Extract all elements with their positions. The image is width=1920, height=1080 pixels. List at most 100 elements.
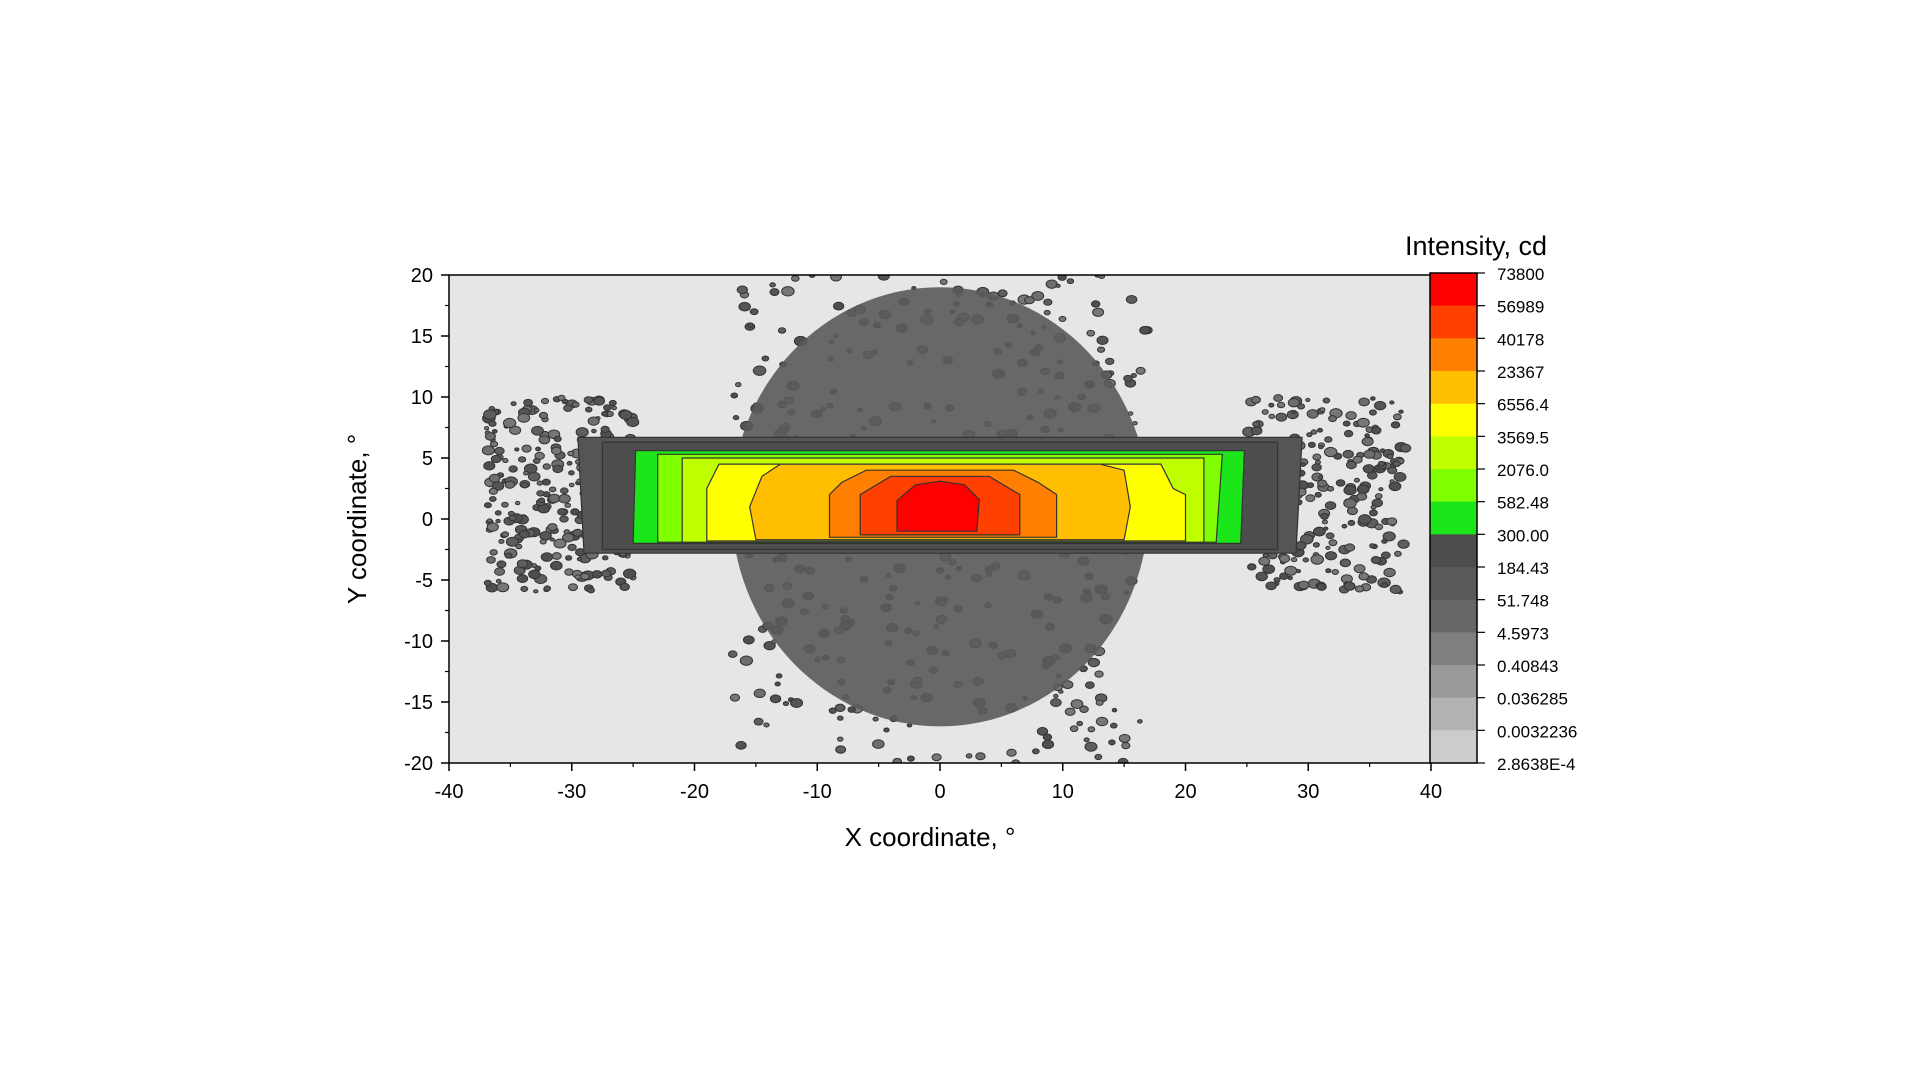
noise-blob: [561, 398, 569, 405]
noise-blob: [1097, 346, 1106, 353]
noise-blob: [975, 752, 986, 761]
noise-blob: [489, 549, 498, 556]
noise-blob: [761, 355, 770, 362]
noise-blob: [782, 701, 790, 707]
noise-blob: [1343, 581, 1356, 591]
noise-blob: [557, 508, 567, 516]
noise-blob: [483, 502, 492, 509]
noise-blob: [775, 673, 783, 679]
noise-blob: [520, 585, 529, 593]
noise-blob: [502, 417, 517, 429]
noise-blob: [1335, 479, 1346, 487]
colorbar-level-label: 0.0032236: [1497, 722, 1577, 741]
noise-blob: [769, 288, 780, 296]
noise-blob: [558, 493, 571, 504]
noise-blob: [1298, 580, 1310, 590]
noise-blob: [550, 560, 563, 571]
noise-blob: [1320, 512, 1329, 520]
noise-blob: [834, 703, 846, 713]
x-axis: -40 -30 -20 -10 0 10 20 30 40: [435, 763, 1442, 803]
noise-blob: [1255, 571, 1268, 582]
noise-blob: [1313, 526, 1326, 537]
noise-blob: [551, 552, 562, 560]
noise-blob: [1339, 558, 1351, 568]
colorbar: 73800 56989 40178 23367 6556.4 3569.5 2076.0 58…: [1430, 265, 1577, 774]
noise-blob: [626, 417, 640, 428]
noise-blob: [505, 536, 519, 547]
x-tick-label: 0: [934, 781, 945, 803]
noise-blob: [835, 745, 847, 754]
y-tick-label: -10: [404, 631, 433, 653]
noise-blob: [1287, 398, 1300, 408]
noise-blob: [872, 739, 885, 749]
colorbar-band: [1430, 501, 1477, 535]
noise-blob: [494, 567, 506, 576]
noise-blob: [1092, 307, 1105, 317]
noise-blob: [533, 589, 539, 594]
y-axis-label: Y coordinate, °: [342, 434, 372, 604]
noise-blob: [486, 518, 493, 523]
noise-blob: [494, 510, 502, 516]
noise-blob: [1058, 315, 1067, 322]
x-tick-label: 30: [1297, 781, 1319, 803]
noise-blob: [727, 650, 738, 658]
noise-blob: [1366, 471, 1378, 480]
noise-blob: [488, 496, 497, 502]
noise-blob: [1312, 453, 1322, 461]
colorbar-band: [1430, 371, 1477, 405]
noise-blob: [495, 518, 501, 524]
colorbar-band: [1430, 403, 1477, 437]
noise-blob: [1123, 374, 1133, 383]
noise-blob: [735, 741, 747, 750]
noise-blob: [1364, 433, 1370, 438]
noise-blob: [1250, 395, 1262, 404]
colorbar-band: [1430, 469, 1477, 503]
noise-blob: [1135, 366, 1146, 375]
noise-blob: [1343, 485, 1357, 496]
noise-blob: [763, 722, 770, 728]
noise-blob: [1064, 707, 1076, 716]
noise-blob: [491, 429, 498, 434]
noise-blob: [1139, 325, 1151, 335]
colorbar-band: [1430, 567, 1477, 601]
noise-blob: [1031, 291, 1045, 301]
noise-blob: [1345, 460, 1357, 470]
noise-blob: [1098, 275, 1106, 280]
noise-blob: [619, 409, 633, 420]
noise-blob: [1344, 543, 1356, 552]
noise-blob: [1055, 283, 1061, 288]
noise-blob: [1137, 719, 1143, 724]
contour-red-peak: [896, 480, 980, 532]
noise-blob: [1374, 493, 1383, 500]
noise-blob: [832, 301, 845, 311]
noise-blob: [1252, 421, 1261, 428]
y-tick-label: 5: [422, 448, 433, 470]
noise-blob: [1132, 421, 1138, 426]
noise-blob: [1117, 757, 1129, 763]
noise-blob: [1358, 572, 1370, 581]
noise-blob: [1343, 498, 1357, 509]
noise-blob: [1314, 491, 1322, 498]
y-tick-label: 20: [411, 265, 433, 287]
noise-blob: [490, 454, 502, 464]
noise-blob: [847, 706, 856, 713]
noise-blob: [496, 582, 510, 593]
noise-blob: [734, 382, 742, 388]
noise-blob: [531, 425, 544, 436]
noise-blob: [1070, 699, 1084, 709]
noise-blob: [738, 301, 751, 312]
noise-blob: [568, 482, 575, 488]
noise-blob: [1390, 421, 1401, 429]
noise-blob: [1006, 748, 1017, 757]
noise-blob: [483, 409, 497, 420]
noise-blob: [508, 465, 518, 473]
colorbar-band: [1430, 338, 1477, 372]
noise-blob: [1353, 564, 1366, 574]
noise-blob: [1317, 475, 1324, 480]
colorbar-level-label: 3569.5: [1497, 428, 1549, 447]
noise-blob: [549, 537, 555, 542]
noise-blob: [1398, 409, 1404, 414]
y-tick-label: 10: [411, 387, 433, 409]
noise-blob: [574, 574, 582, 580]
